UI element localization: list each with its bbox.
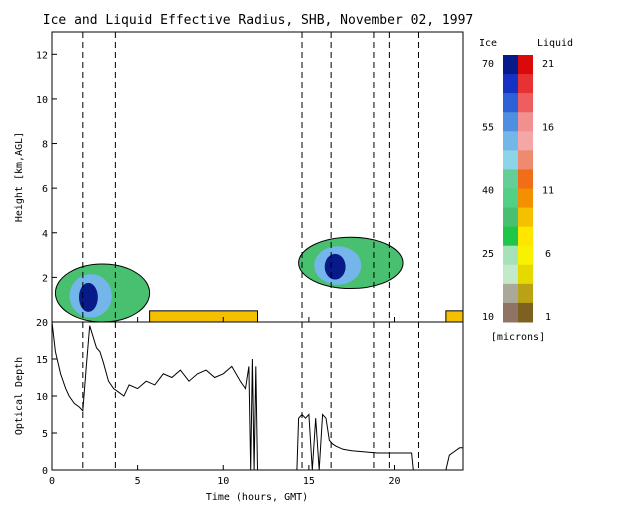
colorbar-ice-tick-2: 40	[482, 186, 494, 197]
colorbar-liquid-scale	[518, 55, 533, 323]
colorbar-liquid-tick-0: 21	[542, 59, 554, 70]
bottom-y-tick-label-3: 15	[36, 355, 48, 366]
colorbar-liquid-swatch-5	[518, 150, 533, 170]
colorbar-liquid-tick-1: 16	[542, 122, 554, 133]
colorbar-ice-swatch-11	[503, 264, 518, 285]
colorbar-ice-swatch-1	[503, 74, 518, 94]
bottom-y-tick-label-4: 20	[36, 318, 48, 329]
colorbar-liquid-swatch-10	[518, 245, 533, 266]
colorbar: Ice Liquid 70 21 55 16 40 11 25 6 10 1 [microns]	[479, 38, 573, 343]
x-axis-label: Time (hours, GMT)	[206, 492, 308, 503]
colorbar-ice-swatch-3	[503, 112, 518, 132]
top-y-tick-label-2: 6	[42, 184, 48, 195]
colorbar-liquid-swatch-8	[518, 207, 533, 228]
colorbar-ice-swatch-6	[503, 169, 518, 189]
cloud-region-2-core	[324, 253, 346, 280]
colorbar-ice-swatch-4	[503, 131, 518, 151]
colorbar-ice-swatch-0	[503, 55, 518, 75]
colorbar-tick-labels: 70 21 55 16 40 11 25 6 10 1	[482, 59, 554, 323]
colorbar-liquid-swatch-6	[518, 169, 533, 189]
colorbar-ice-swatch-13	[503, 302, 518, 323]
colorbar-ice-swatch-10	[503, 245, 518, 266]
colorbar-ice-swatch-9	[503, 226, 518, 247]
chart-title: Ice and Liquid Effective Radius, SHB, No…	[43, 13, 473, 28]
cloud-region-0-core	[78, 282, 98, 312]
colorbar-liquid-swatch-1	[518, 74, 533, 94]
top-panel-effective-radius: 2 4 6 8 10 12 Height [km,AGL]	[14, 31, 464, 323]
top-dashed-lines	[82, 32, 419, 322]
top-y-ticks: 2 4 6 8 10 12	[36, 50, 57, 284]
colorbar-liquid-swatch-2	[518, 93, 533, 113]
colorbar-ice-tick-1: 55	[482, 122, 494, 133]
x-tick-label-3: 15	[303, 476, 315, 487]
colorbar-liquid-swatch-3	[518, 112, 533, 132]
colorbar-liquid-swatch-9	[518, 226, 533, 247]
colorbar-ice-header: Ice	[479, 38, 497, 49]
bottom-x-ticks: 0 5 10 15 20	[49, 317, 401, 487]
optical-depth-series-line	[51, 321, 463, 471]
colorbar-liquid-swatch-7	[518, 188, 533, 209]
colorbar-ice-tick-4: 10	[482, 312, 494, 323]
colorbar-liquid-tick-4: 1	[545, 312, 551, 323]
colorbar-units: [microns]	[491, 332, 545, 343]
colorbar-liquid-header: Liquid	[537, 38, 573, 49]
top-y-tick-label-4: 10	[36, 95, 48, 106]
colorbar-ice-scale	[503, 55, 518, 323]
colorbar-ice-swatch-8	[503, 207, 518, 228]
bottom-dashed-lines	[82, 322, 419, 470]
colorbar-ice-swatch-12	[503, 283, 518, 304]
x-tick-label-2: 10	[217, 476, 229, 487]
top-y-axis-label: Height [km,AGL]	[14, 132, 25, 222]
bottom-y-tick-label-1: 5	[42, 429, 48, 440]
cloud-regions	[54, 236, 464, 323]
bottom-y-tick-label-2: 10	[36, 392, 48, 403]
x-tick-label-4: 20	[388, 476, 400, 487]
bottom-y-axis-label: Optical Depth	[14, 357, 25, 435]
colorbar-liquid-tick-2: 11	[542, 186, 554, 197]
top-y-tick-label-1: 4	[42, 229, 48, 240]
bottom-panel-optical-depth: 0 5 10 15 20 0 5 10 15 20 Optical Depth Time (ho…	[14, 317, 464, 503]
colorbar-ice-swatch-2	[503, 93, 518, 113]
bottom-y-ticks: 0 5 10 15 20	[36, 318, 57, 477]
colorbar-liquid-tick-3: 6	[545, 249, 551, 260]
top-y-tick-label-5: 12	[36, 50, 48, 61]
cloud-region-1	[149, 310, 258, 323]
colorbar-ice-swatch-7	[503, 188, 518, 209]
x-tick-label-0: 0	[49, 476, 55, 487]
colorbar-liquid-swatch-11	[518, 264, 533, 285]
colorbar-liquid-swatch-13	[518, 302, 533, 323]
colorbar-liquid-swatch-4	[518, 131, 533, 151]
colorbar-ice-tick-3: 25	[482, 249, 494, 260]
colorbar-ice-tick-0: 70	[482, 59, 494, 70]
bottom-y-tick-label-0: 0	[42, 466, 48, 477]
cloud-region-3	[445, 310, 464, 323]
top-y-tick-label-3: 8	[42, 140, 48, 151]
colorbar-ice-swatch-5	[503, 150, 518, 170]
x-tick-label-1: 5	[135, 476, 141, 487]
colorbar-liquid-swatch-0	[518, 55, 533, 75]
top-y-tick-label-0: 2	[42, 273, 48, 284]
colorbar-liquid-swatch-12	[518, 283, 533, 304]
